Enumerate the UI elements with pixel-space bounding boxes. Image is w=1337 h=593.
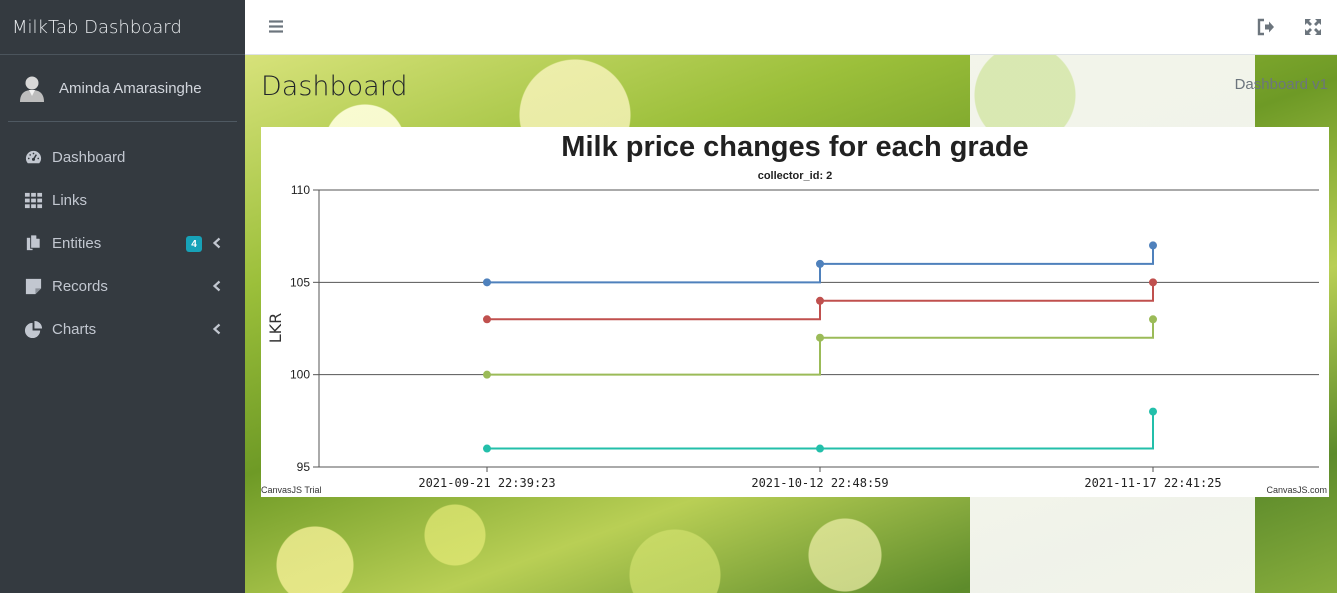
series-line bbox=[487, 319, 1154, 376]
tachometer-icon bbox=[23, 148, 43, 168]
pie-chart-icon bbox=[23, 320, 43, 340]
copy-icon bbox=[23, 234, 43, 254]
data-point bbox=[816, 259, 824, 268]
sidebar-item-dashboard[interactable]: Dashboard bbox=[0, 136, 245, 179]
data-point bbox=[1149, 315, 1157, 324]
user-panel[interactable]: Aminda Amarasinghe bbox=[8, 55, 237, 122]
user-avatar-icon bbox=[20, 76, 44, 102]
data-point bbox=[483, 444, 491, 453]
sidebar-item-label: Charts bbox=[52, 321, 97, 338]
data-point bbox=[1149, 278, 1157, 287]
chevron-left-icon bbox=[212, 280, 221, 292]
x-tick-label: 2021-11-17 22:41:25 bbox=[1084, 476, 1221, 490]
sidebar-item-label: Entities bbox=[52, 235, 102, 252]
hamburger-icon[interactable] bbox=[267, 17, 287, 37]
y-tick-label: 95 bbox=[297, 460, 311, 474]
data-point bbox=[1149, 407, 1157, 416]
data-point bbox=[483, 315, 491, 324]
chevron-left-icon bbox=[212, 323, 221, 335]
y-tick-label: 105 bbox=[290, 275, 310, 289]
credits-left[interactable]: CanvasJS Trial bbox=[261, 485, 322, 495]
top-navbar bbox=[245, 0, 1337, 55]
breadcrumb[interactable]: Dashboard v1 bbox=[1234, 76, 1328, 93]
data-point bbox=[483, 278, 491, 287]
sidebar-item-charts[interactable]: Charts bbox=[0, 308, 245, 351]
sidebar-item-label: Records bbox=[52, 278, 108, 295]
sidebar: MilkTab Dashboard Aminda Amarasinghe Das… bbox=[0, 0, 245, 593]
page-title: Dashboard bbox=[261, 71, 408, 102]
x-tick-label: 2021-09-21 22:39:23 bbox=[418, 476, 555, 490]
chart-subtitle: collector_id: 2 bbox=[758, 170, 833, 182]
y-tick-label: 110 bbox=[291, 183, 310, 197]
content-wrapper: Dashboard Dashboard v1 Milk price change… bbox=[245, 55, 1337, 593]
price-chart: Milk price changes for each grade collec… bbox=[261, 131, 1327, 495]
entities-count-badge: 4 bbox=[186, 236, 202, 252]
series-line bbox=[487, 411, 1154, 450]
sidebar-item-label: Dashboard bbox=[52, 149, 126, 166]
price-chart-card: Milk price changes for each grade collec… bbox=[261, 127, 1329, 497]
chart-title: Milk price changes for each grade bbox=[561, 131, 1028, 163]
sidebar-nav: Dashboard Links Entities 4 Records bbox=[0, 136, 245, 351]
expand-icon[interactable] bbox=[1303, 17, 1323, 37]
chevron-left-icon bbox=[212, 237, 221, 249]
credits-right[interactable]: CanvasJS.com bbox=[1266, 485, 1327, 495]
user-name: Aminda Amarasinghe bbox=[59, 79, 202, 97]
brand-text: MilkTab Dashboard bbox=[12, 16, 182, 38]
sticky-note-icon bbox=[23, 277, 43, 297]
data-point bbox=[816, 444, 824, 453]
x-tick-label: 2021-10-12 22:48:59 bbox=[751, 476, 888, 490]
grid-icon bbox=[23, 191, 43, 211]
brand-link[interactable]: MilkTab Dashboard bbox=[0, 0, 245, 55]
data-point bbox=[816, 296, 824, 305]
sign-out-icon[interactable] bbox=[1256, 17, 1276, 37]
data-point bbox=[816, 333, 824, 342]
sidebar-item-label: Links bbox=[52, 192, 88, 209]
y-tick-label: 100 bbox=[290, 368, 310, 382]
data-point bbox=[483, 370, 491, 379]
sidebar-item-entities[interactable]: Entities 4 bbox=[0, 222, 245, 265]
data-point bbox=[1149, 241, 1157, 250]
sidebar-item-records[interactable]: Records bbox=[0, 265, 245, 308]
y-axis-title: LKR bbox=[266, 313, 285, 344]
sidebar-item-links[interactable]: Links bbox=[0, 179, 245, 222]
